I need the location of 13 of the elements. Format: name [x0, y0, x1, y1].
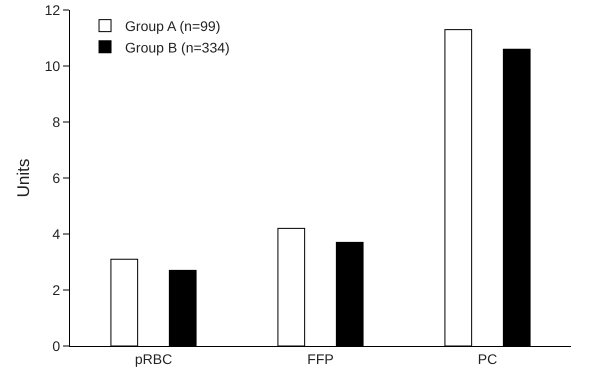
y-tick-label: 8 [52, 114, 60, 130]
y-tick-label: 0 [52, 338, 60, 354]
y-tick-label: 12 [44, 2, 60, 18]
y-tick-label: 2 [52, 282, 60, 298]
y-tick-label: 10 [44, 58, 60, 74]
x-tick-label: PC [478, 350, 498, 367]
y-axis-title: Units [14, 158, 34, 198]
y-tick-label: 6 [52, 170, 60, 186]
x-tick-label: FFP [307, 350, 334, 367]
legend-label: Group A (n=99) [125, 18, 220, 34]
legend-label: Group B (n=334) [125, 39, 230, 56]
x-tick-label: pRBC [134, 350, 172, 367]
y-tick-label: 4 [52, 226, 60, 242]
